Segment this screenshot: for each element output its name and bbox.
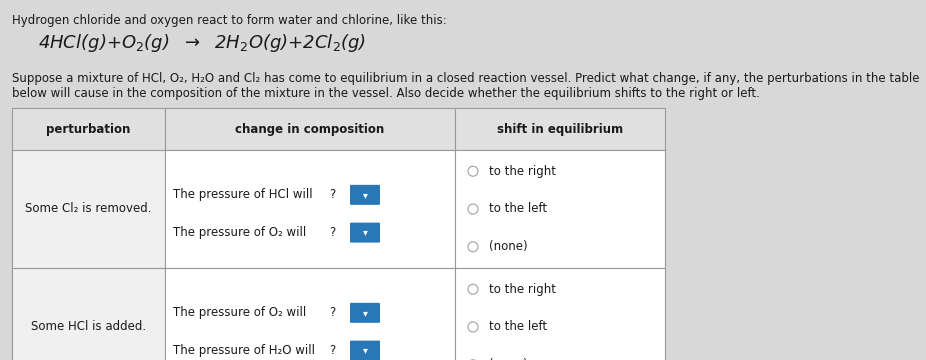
Bar	[12, 108, 165, 150]
Text: ▾: ▾	[363, 308, 368, 318]
Text: The pressure of HCl will: The pressure of HCl will	[173, 188, 313, 201]
Text: ▾: ▾	[363, 228, 368, 238]
Text: ▾: ▾	[363, 346, 368, 356]
Ellipse shape	[468, 284, 478, 294]
Text: Suppose a mixture of HCl, O₂, H₂O and Cl₂ has come to equilibrium in a closed re: Suppose a mixture of HCl, O₂, H₂O and Cl…	[12, 72, 920, 85]
Ellipse shape	[468, 322, 478, 332]
Text: below will cause in the composition of the mixture in the vessel. Also decide wh: below will cause in the composition of t…	[12, 87, 760, 100]
Bar	[165, 150, 455, 268]
FancyBboxPatch shape	[350, 185, 380, 205]
Text: change in composition: change in composition	[235, 122, 384, 135]
FancyBboxPatch shape	[350, 222, 380, 243]
Bar	[165, 108, 455, 150]
Bar	[455, 150, 665, 268]
Text: The pressure of H₂O will: The pressure of H₂O will	[173, 344, 315, 357]
Ellipse shape	[468, 166, 478, 176]
Text: shift in equilibrium: shift in equilibrium	[497, 122, 623, 135]
Text: to the left: to the left	[489, 202, 547, 216]
Text: ▾: ▾	[363, 190, 368, 200]
Bar	[12, 268, 165, 360]
Ellipse shape	[468, 204, 478, 214]
Ellipse shape	[468, 242, 478, 252]
Text: to the right: to the right	[489, 165, 556, 178]
Text: (none): (none)	[489, 358, 528, 360]
Text: Hydrogen chloride and oxygen react to form water and chlorine, like this:: Hydrogen chloride and oxygen react to fo…	[12, 14, 446, 27]
Bar	[455, 108, 665, 150]
Text: ?: ?	[329, 306, 335, 319]
Text: ?: ?	[329, 226, 335, 239]
Bar	[165, 268, 455, 360]
FancyBboxPatch shape	[350, 341, 380, 360]
Text: The pressure of O₂ will: The pressure of O₂ will	[173, 226, 307, 239]
Text: ?: ?	[329, 344, 335, 357]
Text: 4HCl(g)+O$_2$(g)  $\rightarrow$  2H$_2$O(g)+2Cl$_2$(g): 4HCl(g)+O$_2$(g) $\rightarrow$ 2H$_2$O(g…	[38, 32, 366, 54]
Text: (none): (none)	[489, 240, 528, 253]
Text: perturbation: perturbation	[46, 122, 131, 135]
Bar	[12, 150, 165, 268]
Text: The pressure of O₂ will: The pressure of O₂ will	[173, 306, 307, 319]
Text: Some HCl is added.: Some HCl is added.	[31, 320, 146, 333]
Text: to the left: to the left	[489, 320, 547, 333]
Text: to the right: to the right	[489, 283, 556, 296]
FancyBboxPatch shape	[350, 303, 380, 323]
Text: Some Cl₂ is removed.: Some Cl₂ is removed.	[25, 202, 152, 216]
Text: ?: ?	[329, 188, 335, 201]
Bar	[455, 268, 665, 360]
